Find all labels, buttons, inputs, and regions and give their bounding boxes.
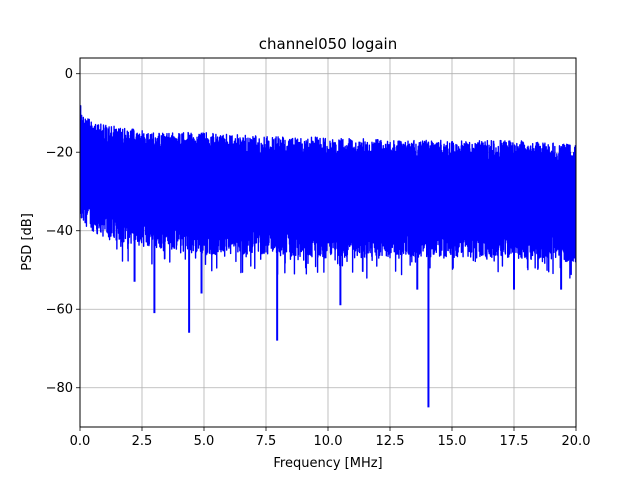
y-tick-label: −80 — [46, 381, 73, 396]
x-tick-label: 15.0 — [438, 434, 467, 449]
psd-line — [80, 105, 576, 279]
y-tick-label: −20 — [46, 146, 73, 161]
x-tick-label: 10.0 — [314, 434, 343, 449]
x-tick-label: 2.5 — [132, 434, 153, 449]
x-axis-label: Frequency [MHz] — [273, 456, 382, 471]
x-tick-label: 20.0 — [562, 434, 591, 449]
y-tick-label: −40 — [46, 224, 73, 239]
y-tick-label: −60 — [46, 303, 73, 318]
y-tick-label: 0 — [65, 67, 73, 82]
x-tick-label: 0.0 — [70, 434, 91, 449]
psd-trace — [80, 105, 576, 408]
x-axis-ticks: 0.0 2.5 5.0 7.5 10.0 12.5 15.0 17.5 20.0 — [70, 427, 591, 449]
x-tick-label: 12.5 — [376, 434, 405, 449]
x-tick-label: 5.0 — [194, 434, 215, 449]
x-tick-label: 17.5 — [500, 434, 529, 449]
y-axis-label: PSD [dB] — [20, 213, 35, 271]
chart-title: channel050 logain — [259, 35, 398, 53]
x-tick-label: 7.5 — [256, 434, 277, 449]
y-axis-ticks: 0 −20 −40 −60 −80 — [46, 67, 80, 396]
